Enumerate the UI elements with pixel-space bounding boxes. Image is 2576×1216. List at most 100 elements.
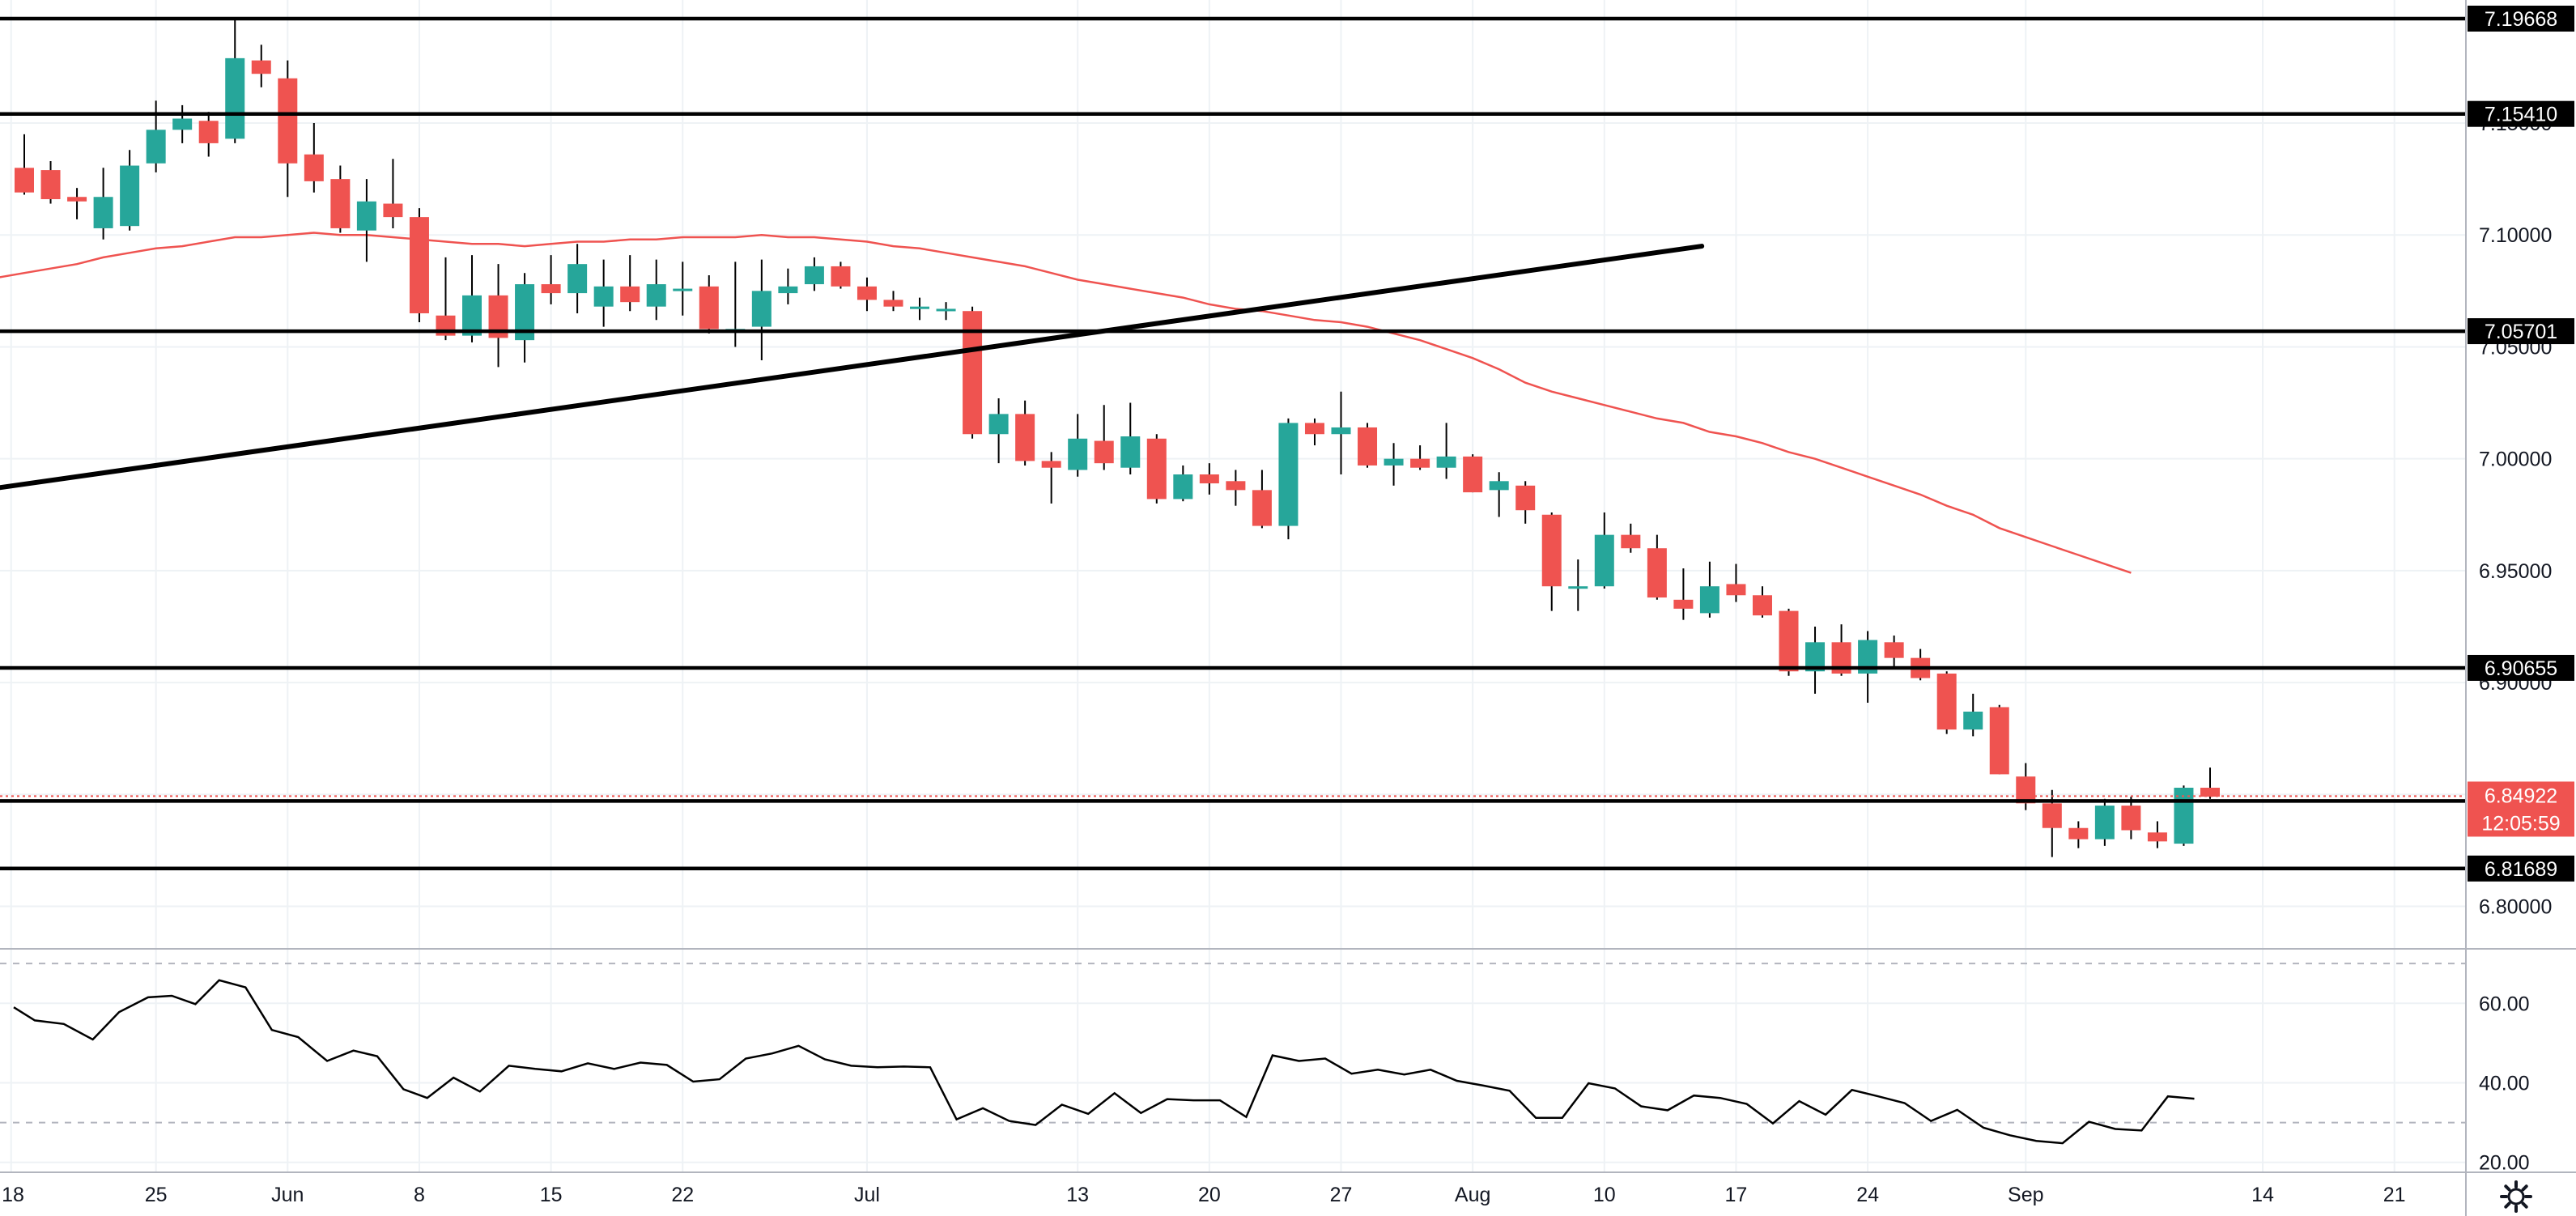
candle-body[interactable]: [409, 217, 429, 313]
candle-body[interactable]: [172, 118, 193, 130]
candle-body[interactable]: [1989, 707, 2009, 775]
candle-body[interactable]: [1936, 674, 1957, 730]
candle-body[interactable]: [2016, 776, 2036, 804]
candle-body[interactable]: [356, 201, 376, 231]
candle-body[interactable]: [15, 168, 34, 193]
candle-body[interactable]: [1068, 438, 1088, 470]
candle[interactable]: [67, 188, 87, 219]
candle-body[interactable]: [883, 300, 903, 307]
candle[interactable]: [1647, 534, 1667, 600]
candle-body[interactable]: [1410, 458, 1430, 468]
candle-body[interactable]: [1594, 534, 1614, 587]
candle-body[interactable]: [1568, 586, 1588, 589]
candle[interactable]: [804, 257, 824, 291]
candle[interactable]: [1673, 568, 1694, 620]
candle[interactable]: [2068, 821, 2089, 848]
candle[interactable]: [1068, 414, 1088, 477]
candle[interactable]: [1226, 470, 1246, 506]
candle-body[interactable]: [1436, 456, 1456, 468]
candle-body[interactable]: [1884, 642, 1904, 658]
candle[interactable]: [2174, 785, 2194, 846]
candle-body[interactable]: [778, 286, 798, 294]
candle-body[interactable]: [1673, 599, 1694, 609]
candle-body[interactable]: [1463, 456, 1483, 493]
candle[interactable]: [2147, 821, 2167, 848]
candle-body[interactable]: [383, 203, 403, 218]
candle[interactable]: [1779, 608, 1799, 676]
candle[interactable]: [1331, 391, 1351, 474]
candle[interactable]: [2200, 767, 2220, 799]
candle-body[interactable]: [646, 284, 666, 307]
candle[interactable]: [620, 255, 640, 312]
candle-body[interactable]: [1358, 427, 1378, 466]
candle[interactable]: [2094, 798, 2115, 846]
candle[interactable]: [1304, 418, 1324, 446]
candle-body[interactable]: [2121, 806, 2141, 831]
candle[interactable]: [567, 244, 588, 313]
candle-body[interactable]: [67, 197, 87, 202]
candle[interactable]: [857, 277, 877, 312]
candle-body[interactable]: [2174, 787, 2194, 844]
candle-body[interactable]: [251, 60, 271, 74]
candle[interactable]: [2042, 789, 2062, 857]
candle[interactable]: [93, 168, 113, 240]
candle-body[interactable]: [1226, 481, 1246, 491]
candle-body[interactable]: [1015, 414, 1035, 461]
candle[interactable]: [304, 123, 324, 193]
candle[interactable]: [1463, 454, 1483, 493]
candle-body[interactable]: [1752, 595, 1772, 616]
candle-body[interactable]: [567, 264, 588, 294]
candle[interactable]: [1384, 443, 1404, 486]
candle[interactable]: [1278, 418, 1299, 540]
candle[interactable]: [1884, 636, 1904, 670]
candle[interactable]: [1963, 693, 1983, 737]
candle[interactable]: [910, 297, 930, 321]
candle-body[interactable]: [330, 179, 351, 228]
candle-body[interactable]: [304, 154, 324, 181]
candle-body[interactable]: [699, 286, 719, 330]
candle-body[interactable]: [593, 286, 614, 307]
candle-body[interactable]: [225, 57, 245, 139]
candle[interactable]: [1436, 423, 1456, 479]
candle-body[interactable]: [1278, 423, 1299, 526]
candle[interactable]: [593, 259, 614, 327]
candle[interactable]: [2121, 797, 2141, 840]
candle[interactable]: [1173, 465, 1193, 502]
candle-body[interactable]: [673, 288, 693, 291]
candle-body[interactable]: [1726, 584, 1746, 596]
candle-body[interactable]: [93, 197, 113, 228]
candle[interactable]: [1541, 512, 1562, 611]
candle[interactable]: [2016, 763, 2036, 810]
candle-body[interactable]: [2147, 832, 2167, 842]
candle-body[interactable]: [146, 130, 166, 164]
trendline[interactable]: [0, 244, 1705, 491]
candle-body[interactable]: [1094, 440, 1114, 464]
gear-icon[interactable]: [2498, 1179, 2534, 1214]
candle-body[interactable]: [1384, 458, 1404, 466]
candle-body[interactable]: [936, 308, 956, 312]
candle-body[interactable]: [1173, 474, 1193, 500]
candle-body[interactable]: [857, 286, 877, 300]
candle[interactable]: [1199, 463, 1219, 495]
candle[interactable]: [1094, 405, 1114, 470]
candle[interactable]: [1594, 512, 1614, 589]
candle[interactable]: [1515, 481, 1536, 524]
candle[interactable]: [278, 60, 298, 198]
candle-body[interactable]: [2042, 803, 2062, 828]
candle[interactable]: [172, 104, 193, 143]
candle[interactable]: [1041, 452, 1061, 504]
horizontal-levels[interactable]: [0, 16, 2466, 871]
candle-body[interactable]: [2068, 827, 2089, 840]
candle[interactable]: [1489, 472, 1509, 517]
candle[interactable]: [330, 165, 351, 233]
candle-body[interactable]: [831, 266, 851, 287]
candle-body[interactable]: [1304, 423, 1324, 435]
candle-body[interactable]: [620, 286, 640, 303]
candle[interactable]: [831, 261, 851, 289]
candle-body[interactable]: [988, 414, 1009, 435]
candle[interactable]: [15, 134, 34, 195]
candle[interactable]: [225, 18, 245, 143]
candle-body[interactable]: [1647, 548, 1667, 598]
candle[interactable]: [1699, 561, 1719, 618]
